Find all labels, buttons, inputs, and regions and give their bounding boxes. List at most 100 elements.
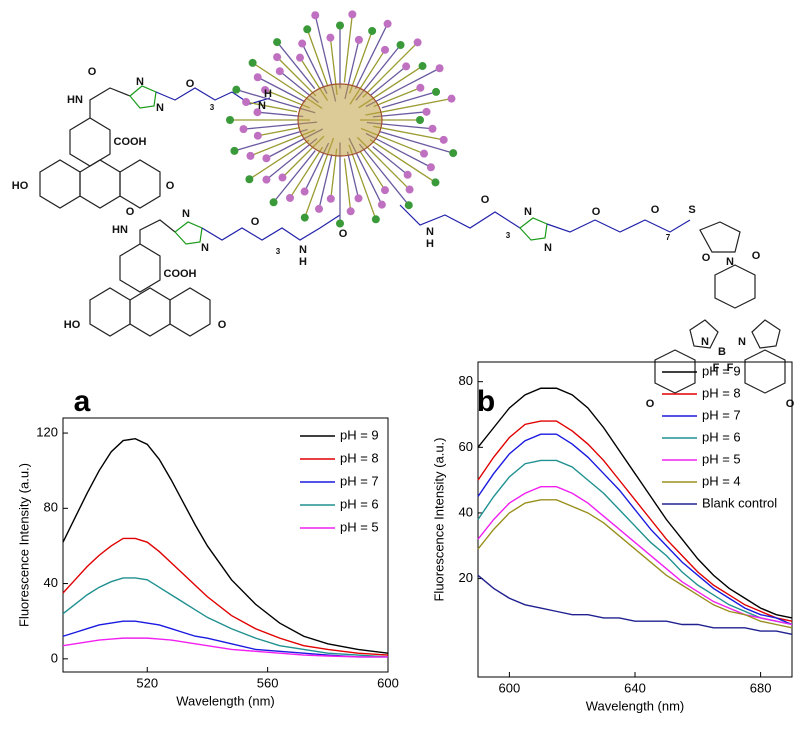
ring — [79, 159, 121, 209]
ring — [119, 243, 161, 293]
series-line — [477, 387, 793, 619]
legend-label: pH = 7 — [702, 407, 741, 422]
atom-label: N — [182, 208, 190, 220]
ring — [699, 221, 741, 253]
x-tick-label: 600 — [499, 680, 521, 695]
end-group — [242, 98, 251, 107]
series-line — [477, 433, 793, 626]
end-group — [428, 124, 437, 133]
end-group — [253, 73, 262, 82]
peg-chain — [546, 219, 691, 233]
arm — [257, 127, 301, 137]
atom-label: O — [339, 228, 348, 240]
atom-label: COOH — [114, 136, 147, 148]
atom-label: O — [592, 206, 601, 218]
atom-label: H — [299, 256, 307, 268]
dye-group — [226, 116, 234, 124]
ring — [654, 349, 696, 394]
end-group — [420, 149, 429, 158]
atom-label: N — [544, 242, 552, 254]
arm — [249, 139, 310, 180]
atom-label: N — [156, 102, 164, 114]
x-tick-label: 600 — [377, 675, 399, 690]
arm — [346, 151, 360, 199]
x-tick-label: 520 — [136, 675, 158, 690]
atom-label: F — [713, 362, 720, 374]
atom-label: B — [718, 346, 726, 358]
core — [297, 83, 383, 157]
atom-label: O — [646, 398, 655, 410]
end-group — [278, 173, 287, 182]
end-group — [426, 163, 435, 172]
end-group — [273, 53, 282, 62]
arm — [348, 30, 373, 94]
atom-label: O — [651, 204, 660, 216]
end-group — [447, 94, 456, 103]
arm — [266, 138, 318, 181]
series-line — [62, 637, 388, 658]
bond — [89, 87, 131, 118]
end-group — [286, 193, 294, 202]
atom-label: N — [136, 76, 144, 88]
y-tick-label: 40 — [459, 504, 473, 519]
series-line — [62, 437, 389, 654]
end-group — [262, 154, 271, 163]
bond — [139, 219, 176, 244]
arm — [245, 101, 298, 113]
atom-label: 7 — [666, 233, 671, 242]
atom-label: H — [426, 238, 434, 250]
end-group — [354, 35, 363, 44]
atom-label: 3 — [276, 247, 281, 256]
dye-group — [336, 21, 344, 30]
y-tick-label: 0 — [51, 650, 58, 665]
dye-group — [368, 26, 377, 35]
ring — [744, 349, 786, 394]
series-line — [62, 577, 389, 658]
x-tick-label: 680 — [750, 680, 772, 695]
ring — [129, 287, 171, 337]
atom-label: COOH — [164, 268, 197, 280]
ring — [714, 264, 756, 309]
end-group — [402, 62, 411, 71]
legend-label: pH = 8 — [702, 385, 741, 400]
atom-label: N — [726, 256, 734, 268]
arm — [369, 139, 436, 183]
legend-label: Blank control — [702, 495, 777, 510]
arm — [273, 150, 316, 203]
peg-chain — [399, 204, 521, 229]
peg-chain — [155, 87, 271, 105]
arm — [289, 146, 324, 199]
end-group — [315, 204, 324, 213]
end-group — [403, 170, 412, 179]
arm — [362, 41, 419, 98]
y-axis-label: Fluorescence Intensity (a.u.) — [431, 437, 446, 601]
atom-label: O — [186, 78, 195, 90]
atom-label: N — [738, 336, 746, 348]
end-group — [239, 125, 248, 134]
dye-group — [432, 87, 441, 96]
series-line — [477, 459, 793, 626]
y-tick-label: 80 — [44, 500, 58, 515]
atom-label: O — [218, 319, 227, 331]
triazole — [174, 221, 203, 245]
arm — [318, 154, 333, 210]
plot-frame — [62, 417, 389, 673]
arm — [373, 125, 444, 141]
ring — [119, 159, 161, 209]
end-group — [253, 108, 262, 117]
atom-label: N — [258, 100, 266, 112]
dye-group — [449, 149, 458, 158]
end-group — [435, 64, 444, 73]
plot-frame — [477, 361, 793, 678]
atom-label: HO — [64, 319, 81, 331]
arm — [372, 145, 409, 176]
legend-label: pH = 9 — [340, 427, 379, 442]
dye-group — [269, 198, 278, 207]
end-group — [300, 187, 309, 196]
end-group — [311, 11, 320, 20]
atom-label: O — [126, 206, 135, 218]
legend-label: pH = 7 — [340, 473, 379, 488]
end-group — [377, 200, 386, 209]
y-tick-label: 80 — [459, 373, 473, 388]
dye-group — [336, 219, 344, 228]
